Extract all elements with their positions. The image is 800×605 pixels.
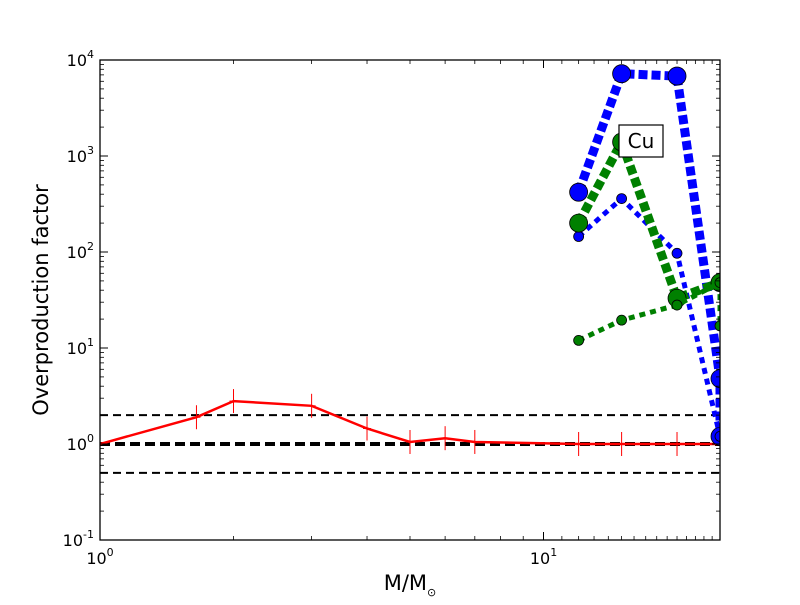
x-axis-label-main: M/M [384,571,427,595]
series-point-4 [671,299,683,311]
y-tick-label: 10-1 [63,528,94,550]
x-axis-label: M/M⊙ [384,571,437,599]
series-line-0 [100,399,720,446]
x-tick-label: 101 [530,546,557,568]
series-line-1 [574,69,720,437]
series-point-1 [667,66,687,86]
series-point-1 [569,182,589,202]
series-point-3 [569,213,589,233]
x-tick-label: 100 [86,546,113,568]
y-tick-label: 101 [67,336,94,358]
series-line-3 [574,130,720,304]
annotation-box [618,124,664,158]
series-point-4 [714,320,720,332]
y-tick-label: 102 [67,240,94,262]
series-point-2 [616,193,628,204]
series-point-2 [714,431,720,442]
series-point-1 [612,64,632,84]
y-tick-label: 104 [67,48,94,70]
series-point-4 [616,314,628,326]
x-axis-label-sun-symbol: ⊙ [427,586,436,599]
y-tick-label: 103 [67,144,94,166]
series-point-2 [671,247,683,259]
plot-frame [99,59,721,541]
series-point-2 [573,231,585,242]
annotation-label: Cu [628,129,655,153]
series-point-4 [714,277,720,288]
y-tick-label: 100 [67,432,94,454]
y-axis-label: Overproduction factor [29,184,53,416]
series-point-4 [573,334,585,346]
series-point-1 [710,369,720,388]
